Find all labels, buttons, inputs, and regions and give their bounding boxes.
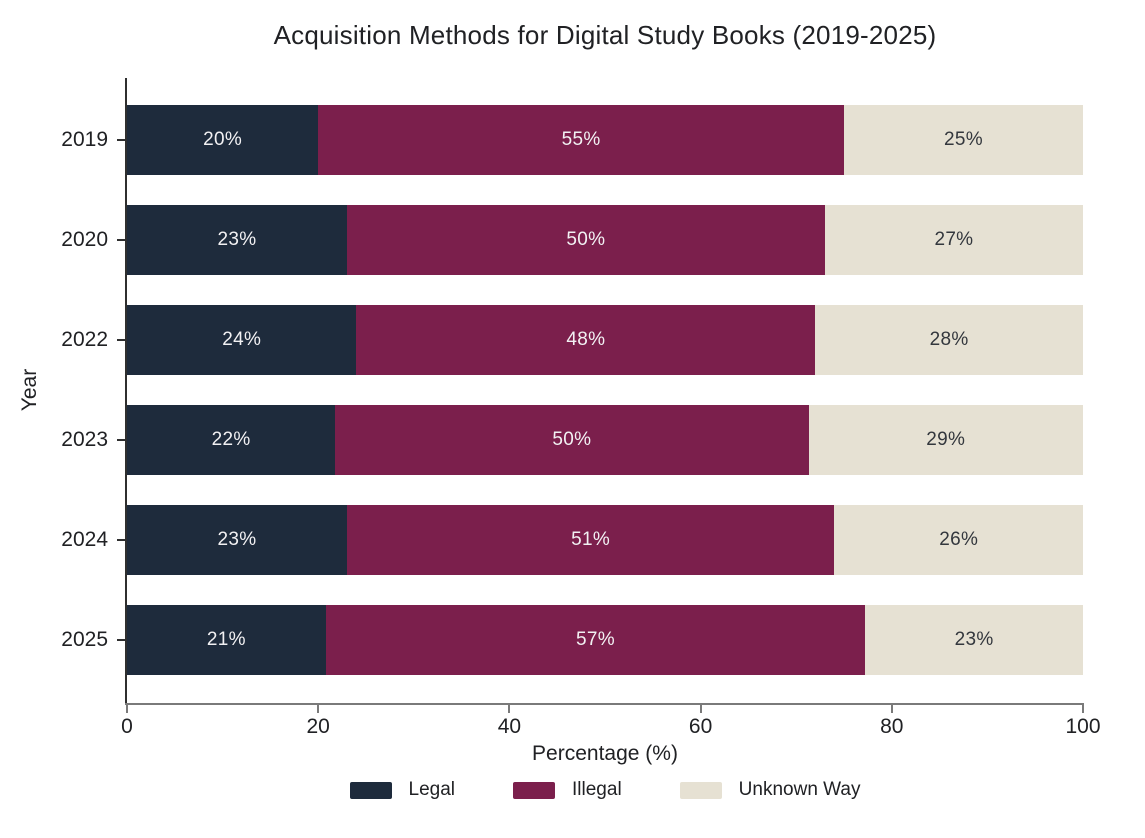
bar-segment: 50%	[335, 405, 809, 475]
x-tick	[890, 703, 893, 713]
y-tick-label: 2022	[61, 328, 108, 351]
legend-item: Illegal	[513, 779, 622, 801]
bar-segment: 55%	[318, 105, 844, 175]
legend-label: Unknown Way	[738, 779, 861, 800]
y-tick-label: 2019	[61, 128, 108, 151]
bar-segment: 28%	[815, 305, 1083, 375]
bar-value-label: 26%	[939, 529, 979, 550]
bar-value-label: 57%	[576, 629, 615, 650]
bar-segment: 21%	[127, 605, 326, 675]
legend: Legal Illegal Unknown Way	[127, 779, 1083, 801]
x-axis-line	[125, 703, 1083, 705]
y-tick-label: 2025	[61, 628, 108, 651]
x-tick-label: 40	[497, 715, 522, 738]
bar-segment: 23%	[127, 505, 347, 575]
bar-segment: 29%	[808, 405, 1083, 475]
bar-value-label: 24%	[222, 329, 262, 350]
plot-area: Percentage (%) 20% 55% 25% 2019 23% 50% 27% 202…	[61, 78, 1101, 765]
x-tick	[317, 703, 320, 713]
x-tick	[508, 703, 511, 713]
x-tick-label: 20	[306, 715, 330, 738]
x-tick-label: 100	[1065, 715, 1101, 738]
bar-segment: 51%	[346, 505, 835, 575]
bar-segment: 57%	[325, 605, 866, 675]
bar-segment: 27%	[824, 205, 1083, 275]
x-tick-label: 0	[121, 715, 133, 738]
bar-segment: 22%	[127, 405, 336, 475]
y-tick	[117, 339, 127, 341]
x-tick	[126, 703, 128, 713]
bar-segment: 24%	[127, 305, 357, 375]
x-tick-label: 60	[688, 715, 713, 738]
bar-segment: 25%	[843, 105, 1083, 175]
y-tick	[117, 539, 127, 541]
bar-segment: 50%	[346, 205, 825, 275]
bar-segment: 23%	[127, 205, 347, 275]
bar-row: 24% 48% 28%	[127, 305, 1083, 375]
bar-value-label: 22%	[211, 429, 251, 450]
x-axis-title: Percentage (%)	[532, 742, 678, 765]
y-tick	[117, 639, 127, 641]
bar-value-label: 23%	[954, 629, 994, 650]
bar-segment: 20%	[127, 105, 319, 175]
bar-value-label: 29%	[926, 429, 966, 450]
x-tick	[699, 703, 702, 713]
y-tick	[117, 439, 127, 441]
bar-value-label: 50%	[566, 229, 606, 250]
legend-swatch	[679, 781, 722, 799]
bar-row: 23% 51% 26%	[127, 505, 1083, 575]
bar-value-label: 55%	[561, 129, 601, 150]
legend-swatch	[513, 781, 556, 799]
bar-value-label: 20%	[203, 129, 243, 150]
y-tick	[117, 139, 127, 141]
bar-value-label: 23%	[217, 229, 257, 250]
bar-row: 23% 50% 27%	[127, 205, 1083, 275]
bar-value-label: 28%	[929, 329, 969, 350]
y-tick	[117, 239, 127, 241]
legend-item: Legal	[349, 779, 456, 801]
x-tick	[1082, 703, 1084, 713]
bar-value-label: 21%	[206, 629, 246, 650]
bar-segment: 23%	[865, 605, 1083, 675]
bar-value-label: 50%	[552, 429, 592, 450]
bar-value-label: 23%	[217, 529, 257, 550]
bar-segment: 26%	[834, 505, 1083, 575]
bar-row: 21% 57% 23%	[127, 605, 1083, 675]
x-tick-label: 80	[880, 715, 904, 738]
y-tick-label: 2023	[61, 428, 108, 451]
legend-label: Legal	[408, 779, 456, 800]
bar-value-label: 48%	[566, 329, 606, 350]
bar-row: 22% 50% 29%	[127, 405, 1083, 475]
bar-row: 20% 55% 25%	[127, 105, 1083, 175]
chart-title: Acquisition Methods for Digital Study Bo…	[273, 20, 937, 50]
y-axis-spine	[125, 78, 127, 703]
legend-swatch	[349, 781, 392, 799]
bar-value-label: 27%	[934, 229, 974, 250]
bar-value-label: 25%	[944, 129, 983, 150]
y-tick-label: 2024	[61, 528, 108, 551]
bar-value-label: 51%	[571, 529, 611, 550]
y-tick-label: 2020	[61, 228, 108, 251]
legend-item: Unknown Way	[679, 779, 861, 801]
y-axis-title: Year	[18, 368, 41, 412]
legend-label: Illegal	[572, 779, 622, 800]
bar-segment: 48%	[356, 305, 816, 375]
